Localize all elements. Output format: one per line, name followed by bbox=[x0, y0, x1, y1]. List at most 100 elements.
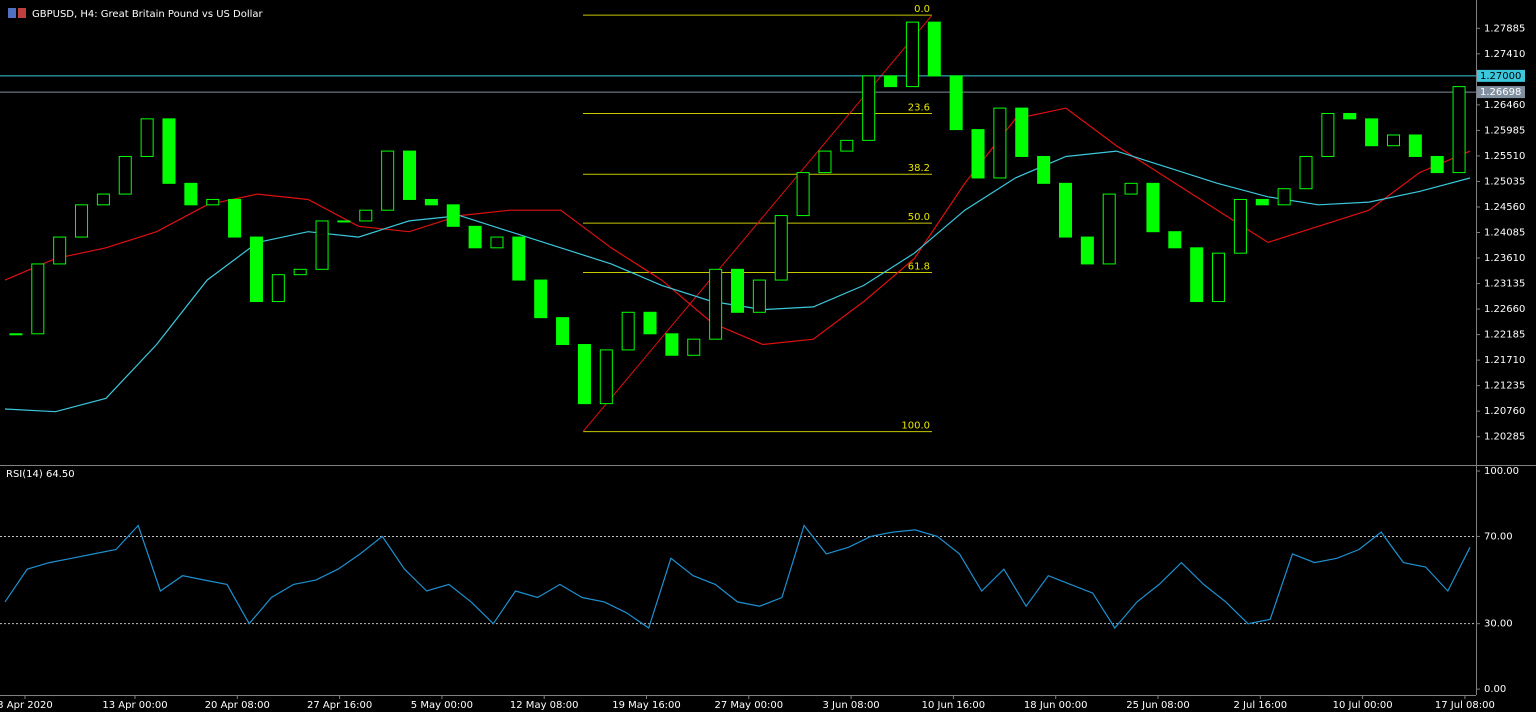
candle bbox=[1343, 112, 1357, 120]
symbol-icon bbox=[8, 8, 16, 18]
x-tick-label: 25 Jun 08:00 bbox=[1126, 700, 1190, 711]
candle bbox=[293, 268, 307, 276]
candle bbox=[643, 311, 657, 335]
rsi-line bbox=[4, 524, 1471, 630]
y-tick-label: 1.25985 bbox=[1484, 125, 1525, 136]
y-tick-label: 1.27885 bbox=[1484, 23, 1525, 34]
candle bbox=[993, 107, 1007, 179]
candle bbox=[206, 198, 220, 206]
y-tick-label: 100.00 bbox=[1484, 466, 1519, 477]
candle bbox=[118, 155, 132, 195]
candle bbox=[709, 268, 723, 340]
candle bbox=[1146, 182, 1160, 233]
y-tick-label: 1.21235 bbox=[1484, 381, 1525, 392]
y-tick-label: 1.20760 bbox=[1484, 406, 1525, 417]
candle bbox=[96, 193, 110, 206]
x-tick-label: 5 May 00:00 bbox=[411, 700, 473, 711]
candle bbox=[1212, 252, 1226, 303]
candle bbox=[730, 268, 745, 313]
price-label: 1.27000 bbox=[1480, 71, 1521, 82]
candle bbox=[949, 75, 963, 131]
candle bbox=[140, 118, 154, 157]
price-label-box bbox=[1477, 69, 1525, 82]
x-tick-label: 18 Jun 00:00 bbox=[1024, 700, 1088, 711]
y-tick-label: 1.24560 bbox=[1484, 202, 1525, 213]
y-tick-label: 1.23610 bbox=[1484, 253, 1525, 264]
fib-label: 23.6 bbox=[908, 102, 930, 113]
candle bbox=[1321, 112, 1335, 157]
candle bbox=[162, 118, 176, 184]
x-tick-label: 3 Jun 08:00 bbox=[823, 700, 880, 711]
candle bbox=[75, 204, 89, 238]
candle bbox=[665, 333, 679, 356]
candle bbox=[249, 236, 263, 303]
x-tick-label: 10 Jul 00:00 bbox=[1333, 700, 1393, 711]
y-tick-label: 1.26460 bbox=[1484, 100, 1525, 111]
candle bbox=[1037, 155, 1051, 184]
candle bbox=[1190, 247, 1204, 303]
y-tick-label: 1.23135 bbox=[1484, 279, 1525, 290]
y-tick-label: 1.20285 bbox=[1484, 432, 1525, 443]
price-label: 1.26698 bbox=[1480, 87, 1521, 98]
candle bbox=[490, 236, 504, 249]
fib-label: 50.0 bbox=[908, 212, 930, 223]
candle bbox=[971, 129, 985, 179]
candle bbox=[1015, 107, 1029, 157]
fib-label: 100.0 bbox=[901, 421, 930, 432]
candle bbox=[621, 311, 635, 351]
x-tick-label: 13 Apr 00:00 bbox=[102, 700, 167, 711]
candle bbox=[534, 279, 548, 319]
candle bbox=[381, 150, 395, 211]
candle bbox=[424, 198, 438, 206]
candle bbox=[556, 317, 570, 346]
rsi-title: RSI(14) 64.50 bbox=[6, 469, 75, 480]
candle bbox=[228, 198, 242, 238]
x-tick-label: 10 Jun 16:00 bbox=[922, 700, 986, 711]
y-tick-label: 1.22660 bbox=[1484, 304, 1525, 315]
y-tick-label: 1.21710 bbox=[1484, 355, 1525, 366]
y-tick-label: 1.24085 bbox=[1484, 228, 1525, 239]
candle bbox=[512, 236, 526, 281]
candle bbox=[1080, 236, 1094, 265]
y-tick-label: 1.27410 bbox=[1484, 49, 1525, 60]
candle bbox=[446, 204, 460, 227]
y-tick-label: 1.25035 bbox=[1484, 176, 1525, 187]
fib-label: 38.2 bbox=[908, 163, 930, 174]
candle bbox=[752, 279, 766, 313]
candle bbox=[403, 150, 417, 200]
candle bbox=[1058, 182, 1072, 238]
candle bbox=[1430, 155, 1444, 174]
candle bbox=[1386, 134, 1400, 147]
candle bbox=[359, 209, 373, 222]
y-tick-label: 30.00 bbox=[1484, 619, 1513, 630]
chart-title: GBPUSD, H4: Great Britain Pound vs US Do… bbox=[32, 9, 264, 20]
candle bbox=[53, 236, 67, 265]
moving-average bbox=[4, 107, 1471, 346]
x-tick-label: 17 Jul 08:00 bbox=[1435, 700, 1495, 711]
x-tick-label: 19 May 16:00 bbox=[612, 700, 681, 711]
candle bbox=[337, 220, 351, 223]
candle bbox=[1233, 198, 1247, 254]
candle bbox=[796, 172, 810, 217]
candle bbox=[1365, 118, 1379, 147]
x-tick-label: 12 May 08:00 bbox=[510, 700, 579, 711]
candle bbox=[1452, 86, 1466, 174]
x-tick-label: 27 Apr 16:00 bbox=[307, 700, 372, 711]
candle bbox=[774, 215, 788, 281]
candle bbox=[577, 344, 591, 405]
candle bbox=[1299, 155, 1313, 190]
candle bbox=[1102, 193, 1116, 265]
candle bbox=[315, 220, 329, 270]
y-tick-label: 1.22185 bbox=[1484, 330, 1525, 341]
candle bbox=[468, 225, 482, 249]
x-tick-label: 20 Apr 08:00 bbox=[205, 700, 270, 711]
candle bbox=[31, 263, 45, 335]
x-tick-label: 2 Jul 16:00 bbox=[1233, 700, 1287, 711]
candle bbox=[905, 21, 919, 88]
candle bbox=[1168, 231, 1182, 249]
x-tick-label: 3 Apr 2020 bbox=[0, 700, 53, 711]
candle bbox=[884, 75, 898, 88]
